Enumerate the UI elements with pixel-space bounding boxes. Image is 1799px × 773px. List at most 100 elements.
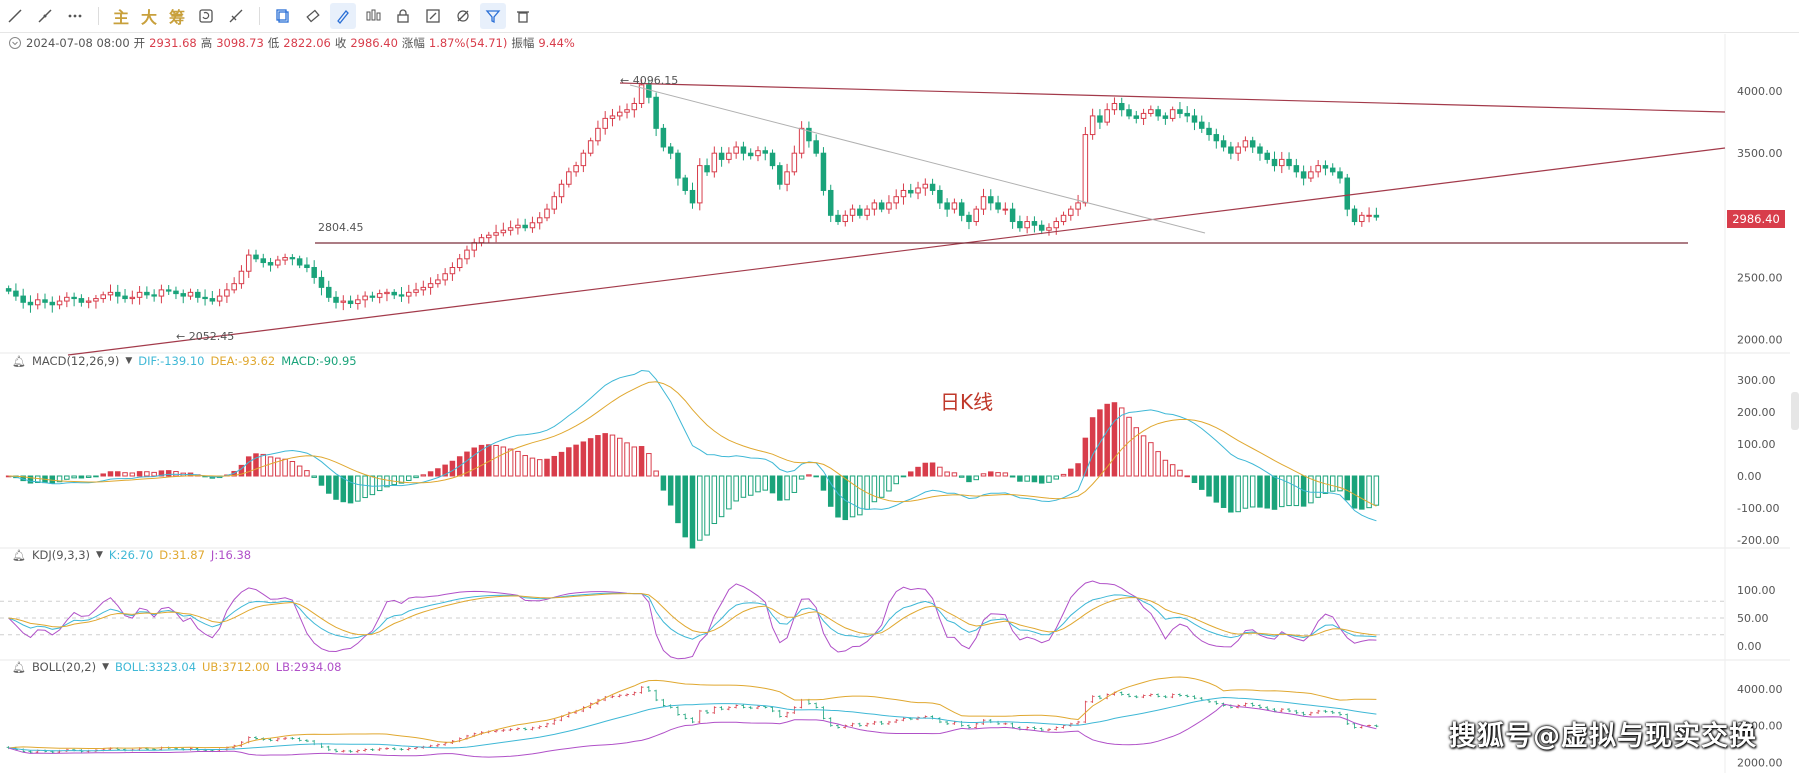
candle-body xyxy=(1068,208,1074,216)
macd-histogram-bar xyxy=(1126,416,1132,477)
line-tool-icon[interactable] xyxy=(2,3,28,29)
eraser-icon[interactable] xyxy=(300,3,326,29)
pen-icon[interactable] xyxy=(330,3,357,29)
candle-body xyxy=(296,258,303,266)
candle-body xyxy=(980,196,987,210)
main-chart-button[interactable]: 主 xyxy=(113,8,130,27)
macd-histogram-bar xyxy=(602,433,608,477)
candle-body xyxy=(616,111,623,117)
filter-icon[interactable] xyxy=(480,3,507,29)
bell-icon[interactable]: 🔔︎ xyxy=(12,548,26,562)
candle-body xyxy=(1206,127,1212,136)
candle-body xyxy=(966,214,972,223)
macd-histogram-bar xyxy=(34,475,41,484)
candle-body xyxy=(1329,167,1336,173)
collapse-icon[interactable] xyxy=(8,36,22,50)
toolbar-divider xyxy=(98,7,99,25)
lock-icon[interactable] xyxy=(390,3,416,29)
large-order-button[interactable]: 大 xyxy=(141,8,158,27)
candle-body xyxy=(1308,171,1314,179)
macd-histogram-bar xyxy=(500,446,507,477)
chevron-down-icon[interactable]: ▼ xyxy=(102,662,110,672)
more-icon[interactable] xyxy=(62,3,88,29)
candle-body xyxy=(27,301,34,306)
macd-histogram-bar xyxy=(1162,459,1169,477)
candle-body xyxy=(1075,202,1081,210)
kdj-tick-2: 0.00 xyxy=(1737,640,1762,653)
macd-histogram-bar xyxy=(1089,417,1096,477)
candle-body xyxy=(718,152,725,160)
price-tick-1: 3500.00 xyxy=(1737,147,1783,160)
ray-tool-icon[interactable] xyxy=(32,3,58,29)
candle-body xyxy=(406,291,412,297)
candle-body xyxy=(893,196,899,204)
candle-body xyxy=(558,183,565,198)
candle-body xyxy=(129,296,136,300)
boll-name: BOLL(20,2) xyxy=(31,660,97,674)
candle-body xyxy=(1220,140,1227,148)
macd-histogram-bar xyxy=(704,475,710,536)
macd-histogram-bar xyxy=(253,453,259,477)
macd-histogram-bar xyxy=(158,470,165,477)
bell-icon[interactable]: 🔔︎ xyxy=(12,660,26,674)
candle-body xyxy=(864,208,870,216)
macd-histogram-bar xyxy=(376,475,383,492)
refresh-icon[interactable] xyxy=(193,3,219,29)
candle-body xyxy=(347,300,354,305)
kdj-legend: 🔔︎ KDJ(9,3,3) ▼ K:26.70 D:31.87 J:16.38 xyxy=(12,548,251,562)
kdj-k-line xyxy=(8,592,1377,640)
macd-histogram-bar xyxy=(129,472,136,477)
bar-datetime: 2024-07-08 08:00 xyxy=(26,36,130,50)
macd-histogram-bar xyxy=(173,471,179,477)
candle-body xyxy=(1351,208,1358,223)
close-value: 2986.40 xyxy=(350,36,398,50)
macd-histogram-bar xyxy=(675,475,681,524)
candle-body xyxy=(711,152,718,173)
chevron-down-icon[interactable]: ▼ xyxy=(96,550,103,560)
high-annotation: ← 4096.15 xyxy=(620,74,678,87)
macd-histogram-bar xyxy=(835,475,841,518)
copy-icon[interactable] xyxy=(270,3,296,29)
macd-histogram-bar xyxy=(413,475,419,479)
candle-body xyxy=(762,150,769,154)
chevron-down-icon[interactable]: ▼ xyxy=(125,356,133,366)
macd-histogram-bar xyxy=(1199,475,1205,490)
macd-dea: DEA:-93.62 xyxy=(210,354,276,368)
macd-histogram-bar xyxy=(282,458,288,477)
candle-body xyxy=(1184,112,1190,117)
candle-body xyxy=(922,183,929,189)
macd-histogram-bar xyxy=(937,466,943,477)
bell-icon[interactable]: 🔔︎ xyxy=(12,354,26,368)
candle-body xyxy=(1118,102,1125,111)
candlestick-icon[interactable] xyxy=(360,3,386,29)
measure-icon[interactable] xyxy=(223,3,249,29)
candle-body xyxy=(675,152,681,179)
scroll-handle[interactable] xyxy=(1791,392,1799,430)
boll-legend: 🔔︎ BOLL(20,2) ▼ BOLL:3323.04 UB:3712.00 … xyxy=(12,660,342,674)
boll-tick-1: 3000.00 xyxy=(1737,720,1783,733)
candle-body xyxy=(1177,109,1183,114)
macd-histogram-bar xyxy=(1242,475,1249,509)
candle-body xyxy=(311,267,317,278)
candle-body xyxy=(900,189,907,198)
candle-body xyxy=(471,242,478,251)
candle-body xyxy=(78,298,85,303)
edit-box-icon[interactable] xyxy=(420,3,446,29)
candle-body xyxy=(1315,165,1321,173)
macd-histogram-bar xyxy=(536,459,543,477)
macd-histogram-bar xyxy=(1271,475,1278,510)
macd-histogram-bar xyxy=(566,447,572,477)
candle-body xyxy=(85,300,92,303)
macd-dif: DIF:-139.10 xyxy=(138,354,205,368)
current-price-tag: 2986.40 xyxy=(1727,210,1785,228)
macd-histogram-bar xyxy=(631,446,638,477)
magnet-icon[interactable] xyxy=(450,3,476,29)
macd-histogram-bar xyxy=(1206,475,1212,497)
candle-body xyxy=(1279,158,1285,167)
candle-body xyxy=(100,294,106,300)
trash-icon[interactable] xyxy=(510,3,536,29)
candle-body xyxy=(1097,115,1103,123)
macd-histogram-bar xyxy=(1344,475,1351,501)
chip-distribution-button[interactable]: 筹 xyxy=(169,8,186,27)
